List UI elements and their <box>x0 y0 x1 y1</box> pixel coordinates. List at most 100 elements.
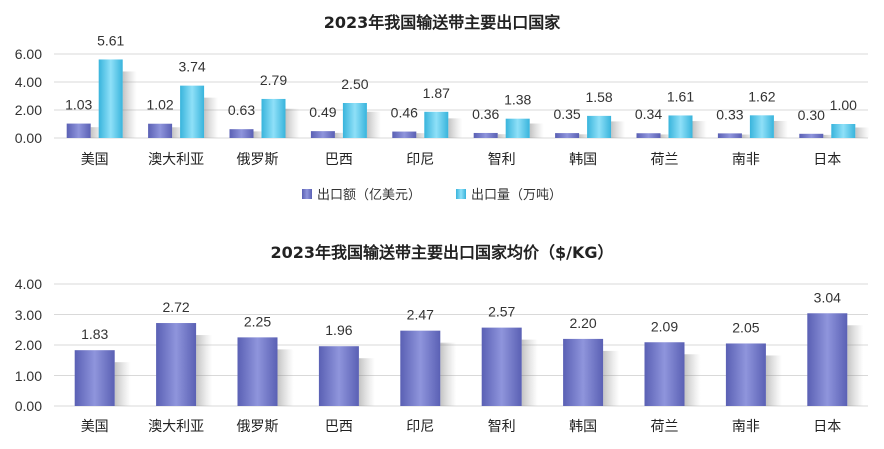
bar <box>555 133 580 138</box>
data-label: 0.35 <box>553 106 580 122</box>
y-tick-label: 3.00 <box>15 307 42 323</box>
y-tick-label: 6.00 <box>15 46 42 62</box>
x-category-label: 荷兰 <box>651 152 679 168</box>
x-category-label: 智利 <box>488 152 516 168</box>
x-category-label: 智利 <box>488 419 516 435</box>
bar <box>180 85 205 138</box>
x-category-label: 澳大利亚 <box>148 419 204 435</box>
x-category-label: 荷兰 <box>651 419 679 435</box>
bar <box>342 103 367 138</box>
bar-shadow <box>416 133 431 138</box>
data-label: 0.63 <box>228 102 255 118</box>
data-label: 2.20 <box>569 315 596 331</box>
bar <box>749 115 774 138</box>
bar <box>799 133 824 138</box>
bar-shadow <box>521 339 538 406</box>
bar <box>310 131 335 138</box>
x-category-label: 日本 <box>813 152 841 168</box>
y-tick-label: 0.00 <box>15 398 42 414</box>
bar <box>505 118 530 138</box>
data-label: 2.72 <box>162 299 189 315</box>
data-label: 2.05 <box>732 319 759 335</box>
bar <box>587 115 612 138</box>
x-category-label: 美国 <box>81 419 109 435</box>
legend-swatch-export-volume <box>456 189 466 199</box>
bar-shadow <box>366 111 381 138</box>
chart-1-y-axis: 0.00 2.00 4.00 6.00 <box>15 46 42 146</box>
bar <box>481 327 522 406</box>
chart-1-bars: 1.03 5.61 1.02 3.74 0.63 2.79 0.49 2.50 0.46 1.87… <box>65 32 870 138</box>
x-category-label: 澳大利亚 <box>148 152 204 168</box>
bar <box>725 343 766 406</box>
data-label: 2.09 <box>651 318 678 334</box>
bar-shadow <box>855 127 870 138</box>
chart-2-bars: 1.83 2.72 2.25 1.96 2.47 2.57 2.20 2.09 2.05 3.04 <box>74 289 864 406</box>
bar-shadow <box>579 134 594 138</box>
x-category-label: 美国 <box>81 152 109 168</box>
data-label: 1.62 <box>748 88 775 104</box>
bar-shadow <box>684 354 701 406</box>
data-label: 0.30 <box>798 107 825 123</box>
bar-shadow <box>660 134 675 138</box>
chart-1-x-axis: 美国 澳大利亚 俄罗斯 巴西 印尼 智利 韩国 荷兰 南非 日本 <box>81 152 842 168</box>
bar-shadow <box>773 120 788 138</box>
bar <box>392 131 417 138</box>
x-category-label: 韩国 <box>569 419 597 435</box>
chart-2-y-axis: 0.00 1.00 2.00 3.00 4.00 <box>15 276 42 414</box>
bar <box>148 123 173 138</box>
data-label: 2.79 <box>260 72 287 88</box>
bar <box>668 115 693 138</box>
bar <box>636 133 661 138</box>
bar <box>156 323 197 406</box>
bar <box>98 59 123 138</box>
data-label: 3.04 <box>814 289 841 305</box>
bar-shadow <box>204 97 219 138</box>
bar-shadow <box>448 118 463 138</box>
x-category-label: 印尼 <box>406 419 434 435</box>
data-label: 2.50 <box>341 76 368 92</box>
bar-shadow <box>90 127 105 138</box>
data-label: 3.74 <box>178 59 205 75</box>
bar <box>831 124 856 138</box>
bar <box>318 346 359 406</box>
x-category-label: 巴西 <box>325 419 353 435</box>
bar-shadow <box>358 358 375 406</box>
data-label: 0.33 <box>716 106 743 122</box>
bar-shadow <box>114 362 131 406</box>
bar <box>717 133 742 138</box>
data-label: 1.03 <box>65 97 92 113</box>
legend-swatch-export-value <box>302 189 312 199</box>
data-label: 0.34 <box>635 106 662 122</box>
x-category-label: 巴西 <box>325 152 353 168</box>
data-label: 1.02 <box>146 97 173 113</box>
x-category-label: 俄罗斯 <box>237 419 279 435</box>
bar-shadow <box>692 121 707 138</box>
bar <box>400 330 441 406</box>
x-category-label: 南非 <box>732 152 760 168</box>
data-label: 1.00 <box>830 97 857 113</box>
bar <box>644 342 685 406</box>
bar <box>261 98 286 138</box>
x-category-label: 南非 <box>732 419 760 435</box>
data-label: 1.38 <box>504 92 531 108</box>
bar-shadow <box>741 134 756 138</box>
bar-shadow <box>277 349 294 406</box>
bar-shadow <box>253 131 268 138</box>
bar-shadow <box>196 335 213 406</box>
y-tick-label: 4.00 <box>15 74 42 90</box>
data-label: 0.49 <box>309 104 336 120</box>
y-tick-label: 2.00 <box>15 102 42 118</box>
x-category-label: 印尼 <box>406 152 434 168</box>
x-category-label: 日本 <box>813 419 841 435</box>
data-label: 0.46 <box>391 105 418 121</box>
x-category-label: 俄罗斯 <box>237 152 279 168</box>
chart-2-x-axis: 美国 澳大利亚 俄罗斯 巴西 印尼 智利 韩国 荷兰 南非 日本 <box>81 419 842 435</box>
y-tick-label: 0.00 <box>15 130 42 146</box>
legend-label-export-volume: 出口量（万吨） <box>471 188 562 203</box>
data-label: 0.36 <box>472 106 499 122</box>
bar-shadow <box>440 342 457 406</box>
chart-2-title: 2023年我国输送带主要出口国家均价（$/KG） <box>270 243 613 262</box>
chart-1-title: 2023年我国输送带主要出口国家 <box>324 13 562 32</box>
bar-shadow <box>847 325 864 406</box>
